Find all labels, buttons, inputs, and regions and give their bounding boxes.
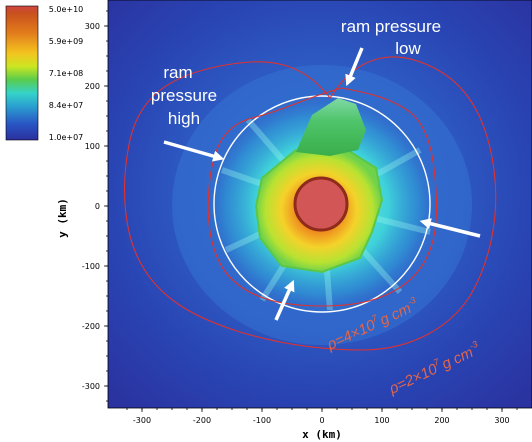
y-tick-label: -200 bbox=[82, 322, 100, 331]
colorbar bbox=[5, 5, 39, 141]
y-tick-label: 300 bbox=[85, 22, 100, 31]
x-tick-label: 0 bbox=[319, 416, 324, 425]
x-tick-label: 100 bbox=[374, 416, 389, 425]
plot-frame bbox=[107, 0, 532, 409]
y-tick-label: 200 bbox=[85, 82, 100, 91]
arrow-ram-low bbox=[345, 47, 364, 87]
x-tick-label: -200 bbox=[193, 416, 211, 425]
ram-high-line-1: ram bbox=[163, 63, 192, 82]
y-tick-label: -100 bbox=[82, 262, 100, 271]
ram-high-line-3: high bbox=[168, 109, 200, 128]
x-axis-label: x (km) bbox=[302, 428, 342, 441]
x-tick-label: -100 bbox=[253, 416, 271, 425]
arrow-ram-high bbox=[163, 140, 225, 162]
ram-high-line-2: pressure bbox=[151, 86, 217, 105]
arrow-right bbox=[419, 218, 481, 238]
outer-density-contour bbox=[124, 56, 497, 351]
ram-low-line-2: low bbox=[395, 39, 421, 58]
colorbar-label: 7.1e+08 bbox=[49, 69, 84, 78]
tick-labels: -300 -200 -100 0 100 200 300 300 200 100 0 -100 -200… bbox=[82, 22, 510, 425]
colorbar-label: 1.0e+07 bbox=[49, 133, 84, 142]
colorbar-labels: 5.0e+10 5.9e+09 7.1e+08 8.4e+07 1.0e+07 bbox=[49, 5, 84, 142]
x-tick-label: 200 bbox=[434, 416, 449, 425]
inner-density-contour bbox=[207, 87, 438, 307]
y-tick-label: 100 bbox=[85, 142, 100, 151]
y-tick-label: -300 bbox=[82, 382, 100, 391]
colorbar-label: 5.0e+10 bbox=[49, 5, 84, 14]
y-axis-label: y (km) bbox=[56, 198, 69, 238]
simulation-image: ram pressure low ram pressure high ρ=4×1… bbox=[108, 0, 532, 408]
y-tick-label: 0 bbox=[95, 202, 100, 211]
axis-ticks bbox=[104, 10, 518, 412]
x-tick-label: 300 bbox=[494, 416, 509, 425]
ram-low-line-1: ram pressure bbox=[341, 17, 441, 36]
x-tick-label: -300 bbox=[133, 416, 151, 425]
colorbar-label: 8.4e+07 bbox=[49, 101, 84, 110]
colorbar-label: 5.9e+09 bbox=[49, 37, 84, 46]
arrow-bottom bbox=[274, 279, 295, 321]
